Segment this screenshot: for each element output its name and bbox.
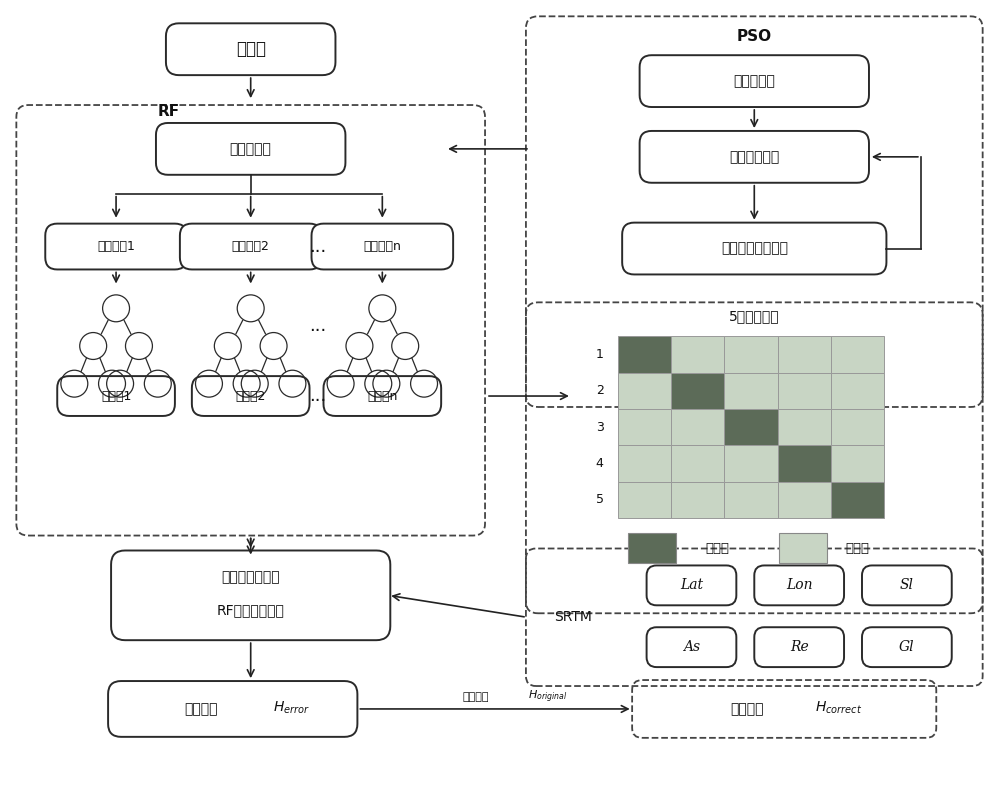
FancyBboxPatch shape [180,224,321,269]
FancyBboxPatch shape [312,224,453,269]
Text: 1: 1 [596,348,604,361]
Bar [778,336,831,372]
FancyBboxPatch shape [640,55,869,107]
Text: 4: 4 [596,457,604,470]
Text: $H_{correct}$: $H_{correct}$ [815,700,862,716]
Bar [671,372,724,409]
Text: 决策树1: 决策树1 [101,389,131,402]
Text: 训练集: 训练集 [236,40,266,58]
Bar [778,445,831,482]
Bar [778,409,831,445]
Text: 子训练集2: 子训练集2 [232,240,270,253]
Text: 自助采样法: 自助采样法 [230,142,272,156]
FancyBboxPatch shape [640,131,869,183]
Text: 5折交叉验证: 5折交叉验证 [729,309,780,323]
Bar [671,445,724,482]
Text: 5: 5 [596,494,604,507]
FancyBboxPatch shape [192,376,310,416]
Text: 粒子位置迭代更新: 粒子位置迭代更新 [721,242,788,255]
Bar [831,409,884,445]
Text: RF: RF [158,103,180,119]
Text: ...: ... [309,387,326,405]
Text: 决策树2: 决策树2 [236,389,266,402]
Bar [618,336,671,372]
Text: Lat: Lat [680,579,703,592]
FancyBboxPatch shape [622,223,886,275]
FancyBboxPatch shape [647,627,736,667]
FancyBboxPatch shape [323,376,441,416]
FancyBboxPatch shape [166,23,335,75]
Bar [724,482,778,518]
Text: 2: 2 [596,385,604,398]
FancyBboxPatch shape [862,627,952,667]
Text: ...: ... [309,318,326,335]
Text: Lon: Lon [786,579,812,592]
Text: 子训练集n: 子训练集n [363,240,401,253]
Bar [671,336,724,372]
FancyBboxPatch shape [57,376,175,416]
Bar [778,372,831,409]
Bar [779,533,827,563]
FancyBboxPatch shape [108,681,357,737]
Text: $H_{original}$: $H_{original}$ [528,688,567,705]
Bar [724,445,778,482]
FancyBboxPatch shape [111,550,390,640]
FancyBboxPatch shape [754,627,844,667]
Text: PSO: PSO [737,29,772,44]
Bar [618,445,671,482]
Text: As: As [683,640,700,654]
Text: 原始高程: 原始高程 [462,692,489,702]
Text: 子训练集1: 子训练集1 [97,240,135,253]
Bar [724,372,778,409]
Text: Sl: Sl [900,579,914,592]
Text: 训练集: 训练集 [845,541,869,554]
Text: 高程误差: 高程误差 [184,702,218,716]
Text: 3: 3 [596,421,604,434]
Bar [671,482,724,518]
Bar [628,533,676,563]
Bar [831,445,884,482]
Text: ...: ... [309,238,326,255]
Text: SRTM: SRTM [554,610,592,625]
Text: 决策树n: 决策树n [367,389,398,402]
Text: 修正高程: 修正高程 [731,702,764,716]
Text: Re: Re [790,640,809,654]
Bar [831,372,884,409]
FancyBboxPatch shape [156,123,345,175]
Text: $H_{error}$: $H_{error}$ [273,700,309,716]
Text: 适应度函数值: 适应度函数值 [729,149,779,164]
Bar [618,409,671,445]
Text: RF高程误差模型: RF高程误差模型 [217,604,285,617]
FancyBboxPatch shape [754,566,844,605]
Bar [618,372,671,409]
Bar [724,409,778,445]
Bar [831,482,884,518]
Bar [618,482,671,518]
Text: 参数初始化: 参数初始化 [733,74,775,88]
FancyBboxPatch shape [647,566,736,605]
Text: 最优参数组合的: 最优参数组合的 [221,570,280,584]
Bar [671,409,724,445]
Bar [724,336,778,372]
FancyBboxPatch shape [45,224,187,269]
Text: Gl: Gl [899,640,915,654]
FancyBboxPatch shape [862,566,952,605]
Bar [778,482,831,518]
Text: 测试集: 测试集 [705,541,729,554]
Bar [831,336,884,372]
